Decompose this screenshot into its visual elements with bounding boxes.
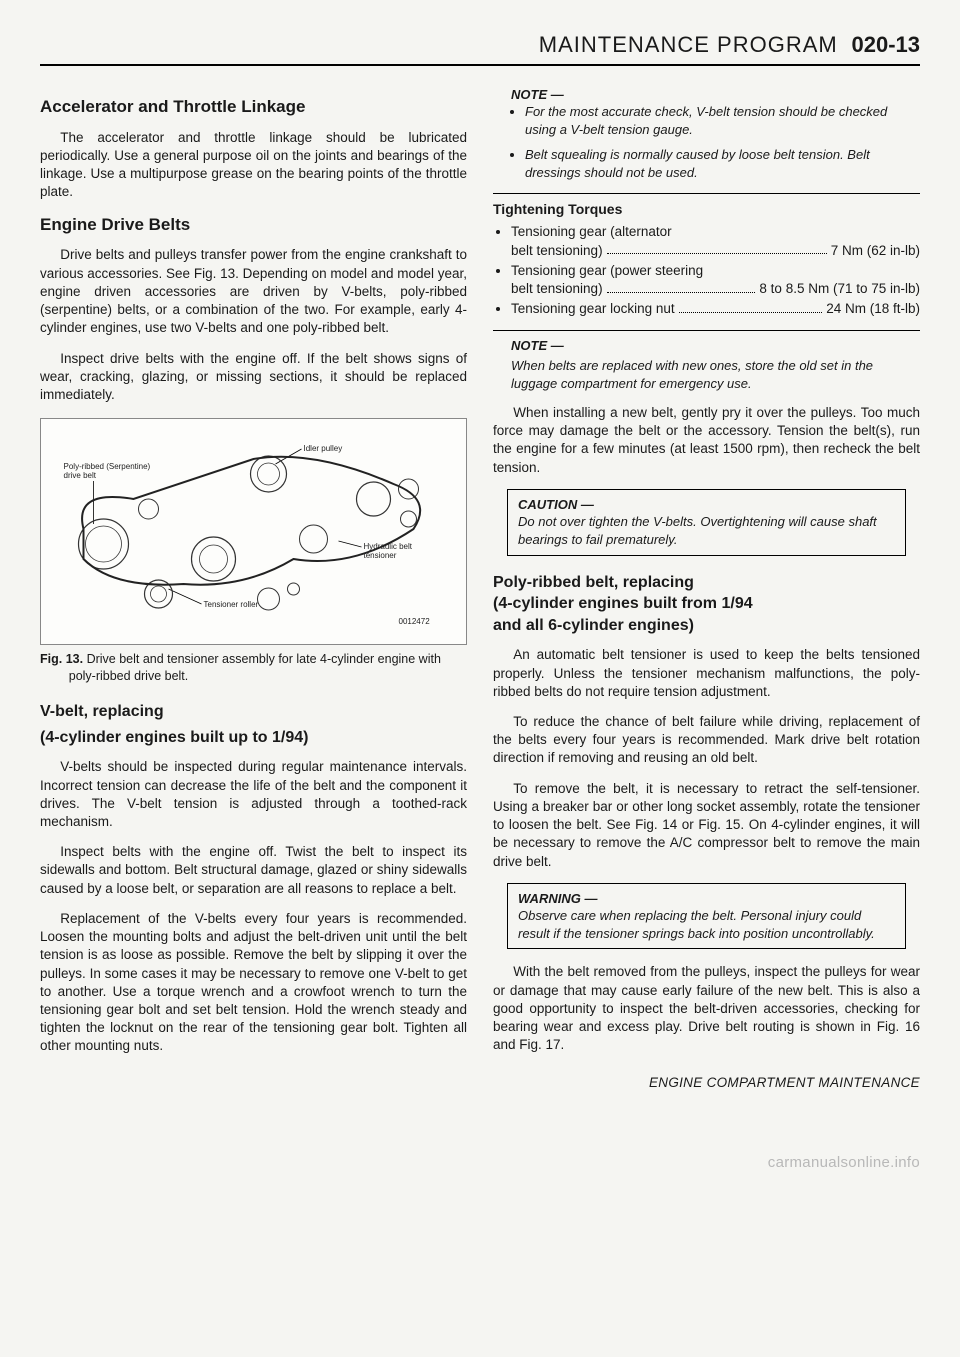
heading-poly-2: (4-cylinder engines built from 1/94 [493,593,920,615]
para-poly-2: To reduce the chance of belt failure whi… [493,713,920,768]
note-1-heading: NOTE — [511,86,920,104]
rule-above-torques [493,193,920,194]
torque-2-value: 8 to 8.5 Nm (71 to 75 in-lb) [759,280,920,298]
note-block-1: NOTE — For the most accurate check, V-be… [511,86,920,182]
fig-label-poly: Poly-ribbed (Serpentine) drive belt [64,462,153,480]
right-column: NOTE — For the most accurate check, V-be… [493,86,920,1093]
fig-label-idler: Idler pulley [304,444,343,453]
heading-poly-3: and all 6-cylinder engines) [493,615,920,637]
page-header-title: MAINTENANCE PROGRAM [539,32,838,57]
torque-item-2: Tensioning gear (power steering belt ten… [511,262,920,298]
figure-13: Poly-ribbed (Serpentine) drive belt Idle… [40,418,467,645]
para-removed: With the belt removed from the pulleys, … [493,963,920,1054]
para-install: When installing a new belt, gently pry i… [493,404,920,477]
para-belts-2: Inspect drive belts with the engine off.… [40,350,467,405]
torques-list: Tensioning gear (alternator belt tension… [493,223,920,318]
page-header: MAINTENANCE PROGRAM 020-13 [40,30,920,66]
note-1-bullet-1: For the most accurate check, V-belt tens… [525,103,920,138]
note-2-heading: NOTE — [511,337,920,355]
para-accel-1: The accelerator and throttle linkage sho… [40,129,467,202]
torque-dots [607,242,827,255]
caution-heading: CAUTION — [518,496,895,514]
section-footer: ENGINE COMPARTMENT MAINTENANCE [493,1074,920,1092]
heading-vbelt-sub: (4-cylinder engines built up to 1/94) [40,727,467,749]
fig-caption-text: Drive belt and tensioner assembly for la… [69,652,441,683]
torque-1-label-b: belt tensioning) [511,242,603,260]
note-1-bullet-2: Belt squealing is normally caused by loo… [525,146,920,181]
para-vbelt-1: V-belts should be inspected during regul… [40,758,467,831]
note-block-2: NOTE — When belts are replaced with new … [511,337,920,392]
torque-item-3: Tensioning gear locking nut 24 Nm (18 ft… [511,300,920,318]
caution-box: CAUTION — Do not over tighten the V-belt… [507,489,906,556]
heading-vbelt: V-belt, replacing [40,701,467,723]
watermark: carmanualsonline.info [40,1153,920,1173]
fig-caption-num: Fig. 13. [40,652,83,666]
figure-13-caption: Fig. 13. Drive belt and tensioner assemb… [40,651,467,685]
rule-below-torques [493,330,920,331]
left-column: Accelerator and Throttle Linkage The acc… [40,86,467,1093]
para-vbelt-2: Inspect belts with the engine off. Twist… [40,843,467,898]
para-poly-3: To remove the belt, it is necessary to r… [493,780,920,871]
heading-poly-1: Poly-ribbed belt, replacing [493,572,920,594]
torque-2-label-b: belt tensioning) [511,280,603,298]
torque-1-value: 7 Nm (62 in-lb) [831,242,920,260]
para-vbelt-3: Replacement of the V-belts every four ye… [40,910,467,1056]
torques-heading: Tightening Torques [493,200,920,219]
warning-heading: WARNING — [518,890,895,908]
torque-3-label: Tensioning gear locking nut [511,300,675,318]
para-poly-1: An automatic belt tensioner is used to k… [493,646,920,701]
torque-dots [607,280,756,293]
warning-box: WARNING — Observe care when replacing th… [507,883,906,950]
torque-dots [679,300,823,313]
warning-body: Observe care when replacing the belt. Pe… [518,907,895,942]
caution-body: Do not over tighten the V-belts. Overtig… [518,513,895,548]
fig-code: 0012472 [399,617,431,626]
torque-1-label-a: Tensioning gear (alternator [511,224,672,239]
figure-13-svg: Poly-ribbed (Serpentine) drive belt Idle… [51,429,456,629]
torque-item-1: Tensioning gear (alternator belt tension… [511,223,920,259]
page-header-code: 020-13 [851,32,920,57]
para-belts-1: Drive belts and pulleys transfer power f… [40,246,467,337]
torque-2-label-a: Tensioning gear (power steering [511,263,703,278]
torque-3-value: 24 Nm (18 ft-lb) [826,300,920,318]
heading-drive-belts: Engine Drive Belts [40,214,467,237]
note-2-body: When belts are replaced with new ones, s… [511,357,920,392]
fig-label-roller: Tensioner roller [204,600,259,609]
heading-accelerator: Accelerator and Throttle Linkage [40,96,467,119]
content-columns: Accelerator and Throttle Linkage The acc… [40,86,920,1093]
